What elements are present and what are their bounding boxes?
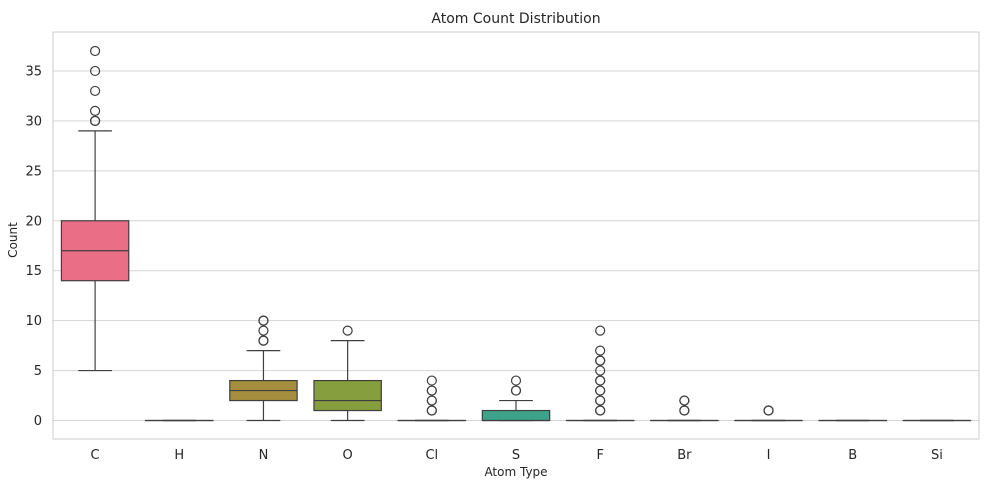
outlier-point bbox=[595, 395, 606, 406]
outlier-point bbox=[510, 375, 522, 386]
x-tick-label: I bbox=[767, 448, 771, 463]
x-tick-label: C bbox=[91, 448, 100, 463]
x-tick-label: Si bbox=[931, 448, 943, 463]
x-tick-label: H bbox=[174, 448, 184, 463]
outlier-point bbox=[510, 385, 522, 396]
boxes-layer bbox=[60, 45, 972, 422]
outlier-point bbox=[679, 395, 690, 406]
x-tick-label: Cl bbox=[425, 448, 438, 463]
grid-layer bbox=[53, 70, 979, 422]
x-tick-label: F bbox=[596, 448, 603, 463]
box-group-o bbox=[313, 325, 382, 422]
outlier-point bbox=[258, 325, 269, 336]
x-tick-label: S bbox=[512, 448, 520, 463]
box-group-cl bbox=[397, 375, 467, 422]
x-tick-label: O bbox=[343, 448, 353, 463]
x-axis-label: Atom Type bbox=[484, 465, 547, 479]
outlier-point bbox=[679, 405, 690, 416]
outlier-point bbox=[89, 85, 101, 97]
y-tick-label: 5 bbox=[34, 364, 42, 379]
y-tick-label: 0 bbox=[34, 414, 42, 429]
chart-title: Atom Count Distribution bbox=[431, 11, 600, 27]
box-group-br bbox=[650, 395, 719, 422]
box-group-i bbox=[734, 405, 803, 422]
outlier-point bbox=[595, 375, 606, 386]
x-tick-label: B bbox=[848, 448, 857, 463]
outlier-point bbox=[258, 335, 269, 346]
y-tick-label: 15 bbox=[25, 264, 42, 279]
y-tick-label: 25 bbox=[25, 164, 42, 179]
box-group-s bbox=[481, 375, 551, 422]
box-iqr bbox=[313, 379, 382, 412]
outlier-point bbox=[595, 405, 606, 416]
plot-frame bbox=[52, 31, 980, 440]
outlier-point bbox=[89, 115, 101, 126]
outlier-point bbox=[595, 355, 606, 366]
y-axis-ticks: 0 5 10 15 20 25 30 35 bbox=[25, 64, 42, 429]
outlier-point bbox=[258, 315, 269, 326]
outlier-point bbox=[426, 395, 437, 406]
outlier-point bbox=[595, 385, 606, 396]
box-group-f bbox=[565, 325, 635, 422]
outlier-point bbox=[89, 65, 101, 77]
y-axis-label: Count bbox=[6, 222, 20, 258]
box-group-c bbox=[60, 45, 130, 372]
outlier-point bbox=[342, 325, 353, 336]
y-tick-label: 20 bbox=[25, 214, 42, 229]
box-group-n bbox=[229, 315, 298, 422]
x-tick-label: Br bbox=[677, 448, 692, 463]
outlier-point bbox=[426, 375, 437, 386]
box-iqr bbox=[481, 409, 551, 422]
y-tick-label: 10 bbox=[25, 314, 42, 329]
x-tick-label: N bbox=[259, 448, 269, 463]
outlier-point bbox=[595, 325, 606, 336]
outlier-point bbox=[426, 385, 437, 396]
y-tick-label: 35 bbox=[25, 64, 42, 79]
outlier-point bbox=[763, 405, 774, 416]
outlier-point bbox=[595, 345, 606, 356]
y-tick-label: 30 bbox=[25, 114, 42, 129]
outlier-point bbox=[89, 105, 101, 117]
outlier-point bbox=[89, 45, 101, 57]
outlier-point bbox=[595, 365, 606, 376]
outlier-point bbox=[426, 405, 437, 416]
x-axis-ticks: C H N O Cl S F Br I B Si bbox=[91, 448, 943, 463]
